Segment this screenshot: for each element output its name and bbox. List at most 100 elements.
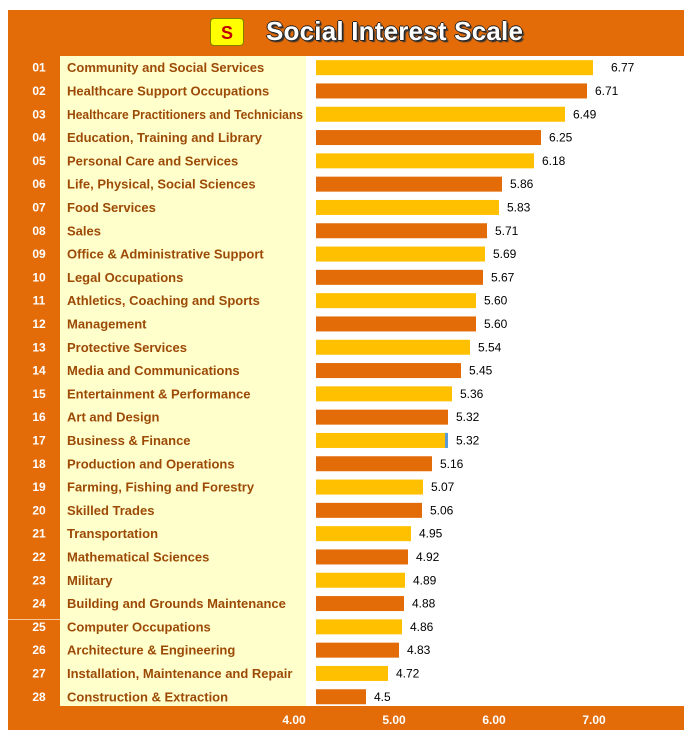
bar (316, 153, 534, 169)
category-label: Farming, Fishing and Forestry (67, 480, 255, 495)
title-bar: S Social Interest Scale (8, 10, 684, 54)
data-label: 4.86 (410, 620, 434, 634)
x-tick-label: 7.00 (582, 713, 606, 727)
data-label: 4.72 (396, 666, 420, 680)
category-label: Entertainment & Performance (67, 386, 251, 401)
rank-number: 10 (32, 270, 46, 284)
bar (316, 339, 470, 355)
data-label: 6.77 (611, 61, 635, 75)
category-label: Military (67, 573, 113, 588)
data-label: 5.07 (431, 480, 455, 494)
rank-number: 08 (32, 224, 46, 238)
category-label: Athletics, Coaching and Sports (67, 293, 260, 308)
bar (316, 432, 448, 448)
data-label: 5.83 (507, 200, 531, 214)
data-label: 6.49 (573, 107, 597, 121)
data-label: 5.06 (430, 503, 454, 517)
data-label: 5.71 (495, 224, 519, 238)
data-label: 5.67 (491, 270, 515, 284)
category-label: Mathematical Sciences (67, 549, 209, 564)
bar (316, 83, 587, 99)
rank-number: 03 (32, 107, 46, 121)
data-label: 5.32 (456, 433, 480, 447)
rank-number: 18 (32, 457, 46, 471)
bar (316, 246, 485, 262)
data-label: 6.25 (549, 131, 573, 145)
bar (316, 479, 423, 495)
bar (316, 199, 499, 215)
category-label: Management (67, 316, 147, 331)
data-label: 4.5 (374, 690, 391, 704)
rank-number: 14 (32, 364, 46, 378)
bar (316, 456, 432, 472)
data-label: 5.36 (460, 387, 484, 401)
chart-title: Social Interest Scale (266, 16, 524, 46)
rank-number: 15 (32, 387, 46, 401)
rank-number: 01 (32, 61, 46, 75)
category-label: Building and Grounds Maintenance (67, 596, 286, 611)
data-label: 5.86 (510, 177, 534, 191)
data-label: 5.45 (469, 364, 493, 378)
bar (316, 596, 404, 612)
rank-number: 25 (32, 620, 46, 634)
bar (316, 549, 408, 565)
rank-number: 12 (32, 317, 46, 331)
rank-number: 26 (32, 643, 46, 657)
rank-number: 07 (32, 200, 46, 214)
rank-number: 13 (32, 340, 46, 354)
data-label: 4.83 (407, 643, 431, 657)
rank-number: 28 (32, 690, 46, 704)
category-label: Art and Design (67, 410, 160, 425)
bar (316, 619, 402, 635)
category-label: Computer Occupations (67, 619, 211, 634)
data-label: 5.60 (484, 294, 508, 308)
category-label: Education, Training and Library (67, 130, 263, 145)
data-label: 5.60 (484, 317, 508, 331)
category-label: Personal Care and Services (67, 153, 238, 168)
category-label: Architecture & Engineering (67, 643, 235, 658)
rank-number: 02 (32, 84, 46, 98)
bar-highlight-marker (445, 432, 448, 448)
bar (316, 176, 502, 192)
category-label: Production and Operations (67, 456, 235, 471)
bar (316, 665, 388, 681)
category-label-panel (60, 56, 306, 706)
data-label: 4.92 (416, 550, 440, 564)
x-tick-label: 4.00 (282, 713, 306, 727)
category-label: Media and Communications (67, 363, 240, 378)
rank-number: 05 (32, 154, 46, 168)
data-label: 4.88 (412, 597, 436, 611)
bar (316, 130, 541, 146)
bar (316, 409, 448, 425)
category-label: Transportation (67, 526, 158, 541)
rank-number: 22 (32, 550, 46, 564)
rank-number: 24 (32, 597, 46, 611)
bar (316, 642, 399, 658)
scale-badge: S (210, 18, 244, 46)
data-label: 4.95 (419, 527, 443, 541)
rank-number: 20 (32, 503, 46, 517)
rank-number: 21 (32, 527, 46, 541)
bar (316, 293, 476, 309)
rank-number: 11 (33, 294, 46, 308)
data-label: 5.69 (493, 247, 517, 261)
bar (316, 316, 476, 332)
bar (316, 269, 483, 285)
bar (316, 502, 422, 518)
chart-frame: S Social Interest Scale (8, 10, 684, 730)
bar (316, 223, 487, 239)
category-label: Sales (67, 223, 101, 238)
bar (316, 363, 461, 379)
category-label: Food Services (67, 200, 156, 215)
rank-number: 16 (32, 410, 46, 424)
category-label: Life, Physical, Social Sciences (67, 177, 256, 192)
category-label: Legal Occupations (67, 270, 183, 285)
category-label: Healthcare Support Occupations (67, 83, 269, 98)
bar (316, 572, 405, 588)
rank-number: 23 (32, 573, 46, 587)
category-label: Protective Services (67, 340, 187, 355)
rank-number: 17 (32, 433, 46, 447)
category-label: Office & Administrative Support (67, 247, 264, 262)
x-tick-label: 5.00 (382, 713, 406, 727)
